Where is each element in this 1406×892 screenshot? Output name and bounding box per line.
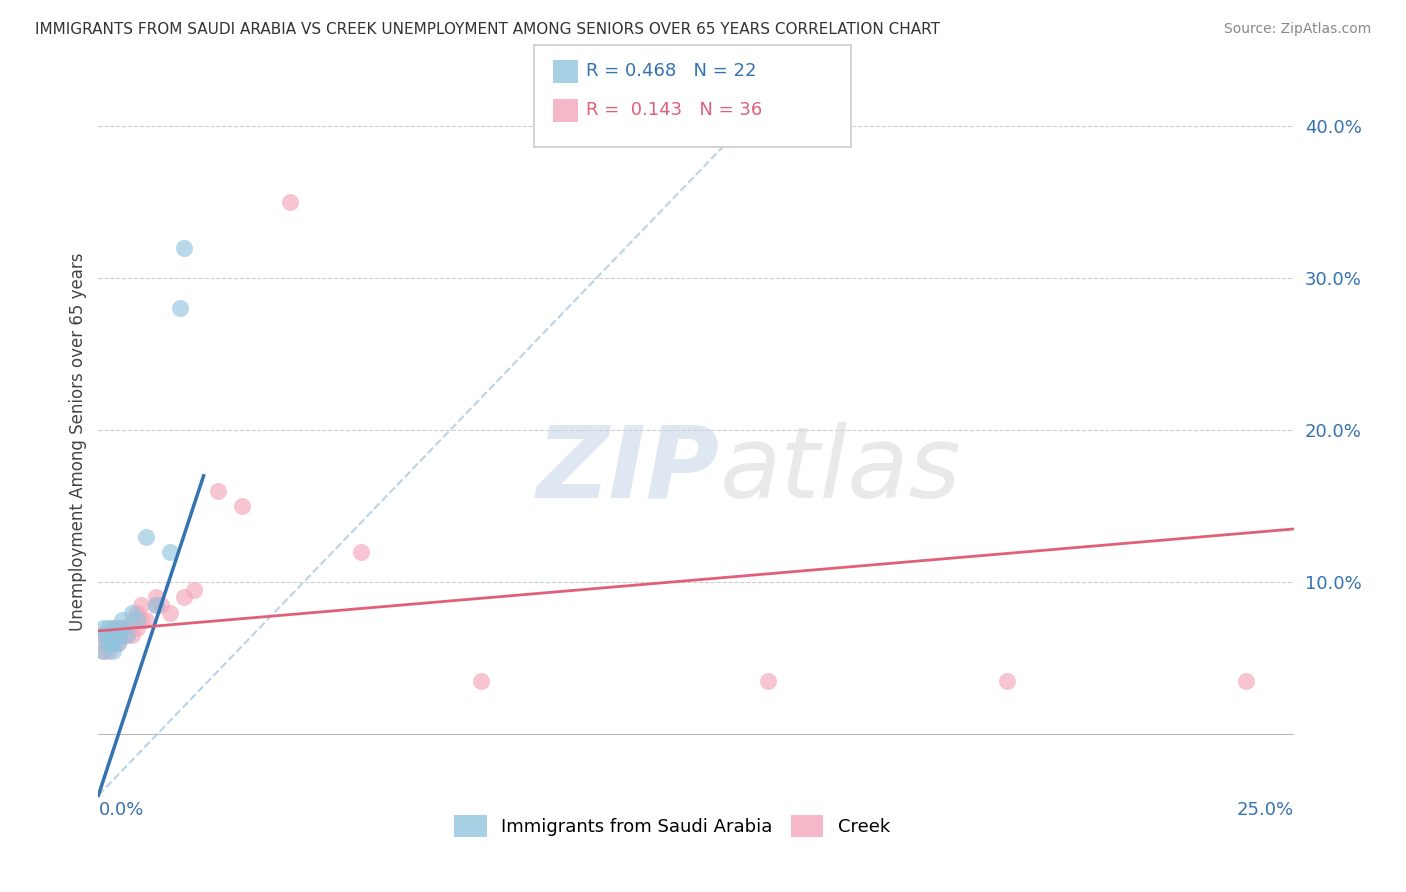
Text: Source: ZipAtlas.com: Source: ZipAtlas.com bbox=[1223, 22, 1371, 37]
Point bbox=[115, 628, 138, 642]
Point bbox=[107, 628, 129, 642]
Point bbox=[135, 530, 157, 544]
Point bbox=[111, 628, 134, 642]
Point bbox=[91, 643, 114, 657]
Point bbox=[97, 643, 120, 657]
Point bbox=[173, 241, 195, 255]
Point bbox=[97, 621, 120, 635]
Point bbox=[111, 621, 134, 635]
Point bbox=[121, 613, 143, 627]
Point bbox=[97, 628, 120, 642]
Point bbox=[97, 636, 120, 650]
Point bbox=[91, 621, 114, 635]
Text: atlas: atlas bbox=[720, 422, 962, 519]
Point bbox=[1234, 674, 1257, 689]
Text: 25.0%: 25.0% bbox=[1236, 801, 1294, 819]
Point bbox=[115, 628, 138, 642]
Point bbox=[125, 621, 148, 635]
Point bbox=[91, 643, 114, 657]
Text: R =  0.143   N = 36: R = 0.143 N = 36 bbox=[586, 101, 762, 119]
Point bbox=[97, 636, 120, 650]
Point bbox=[350, 545, 373, 559]
Point bbox=[111, 613, 134, 627]
Point bbox=[131, 613, 153, 627]
Point bbox=[125, 606, 148, 620]
Point bbox=[107, 636, 129, 650]
Point bbox=[470, 674, 492, 689]
Point bbox=[107, 621, 129, 635]
Point bbox=[91, 636, 114, 650]
Point bbox=[125, 613, 148, 627]
Text: ZIP: ZIP bbox=[537, 422, 720, 519]
Point bbox=[111, 621, 134, 635]
Text: IMMIGRANTS FROM SAUDI ARABIA VS CREEK UNEMPLOYMENT AMONG SENIORS OVER 65 YEARS C: IMMIGRANTS FROM SAUDI ARABIA VS CREEK UN… bbox=[35, 22, 941, 37]
Point bbox=[145, 591, 167, 605]
Point bbox=[159, 606, 181, 620]
Point bbox=[107, 628, 129, 642]
Point bbox=[756, 674, 779, 689]
Point bbox=[159, 545, 181, 559]
Point bbox=[183, 582, 205, 597]
Point bbox=[101, 636, 124, 650]
Point bbox=[101, 628, 124, 642]
Point bbox=[149, 598, 172, 612]
Point bbox=[169, 301, 191, 316]
Point bbox=[145, 598, 167, 612]
Point bbox=[121, 606, 143, 620]
Point bbox=[145, 598, 167, 612]
Point bbox=[101, 643, 124, 657]
Text: R = 0.468   N = 22: R = 0.468 N = 22 bbox=[586, 62, 756, 80]
Point bbox=[101, 636, 124, 650]
Point bbox=[107, 636, 129, 650]
Y-axis label: Unemployment Among Seniors over 65 years: Unemployment Among Seniors over 65 years bbox=[69, 252, 87, 631]
Point bbox=[131, 598, 153, 612]
Point bbox=[91, 628, 114, 642]
Point bbox=[278, 194, 301, 209]
Point bbox=[115, 621, 138, 635]
Point bbox=[101, 628, 124, 642]
Point bbox=[101, 621, 124, 635]
Point bbox=[91, 628, 114, 642]
Legend: Immigrants from Saudi Arabia, Creek: Immigrants from Saudi Arabia, Creek bbox=[447, 808, 897, 845]
Point bbox=[207, 483, 229, 498]
Text: 0.0%: 0.0% bbox=[98, 801, 143, 819]
Point bbox=[121, 628, 143, 642]
Point bbox=[101, 621, 124, 635]
Point bbox=[231, 499, 253, 513]
Point bbox=[995, 674, 1018, 689]
Point bbox=[135, 613, 157, 627]
Point bbox=[173, 591, 195, 605]
